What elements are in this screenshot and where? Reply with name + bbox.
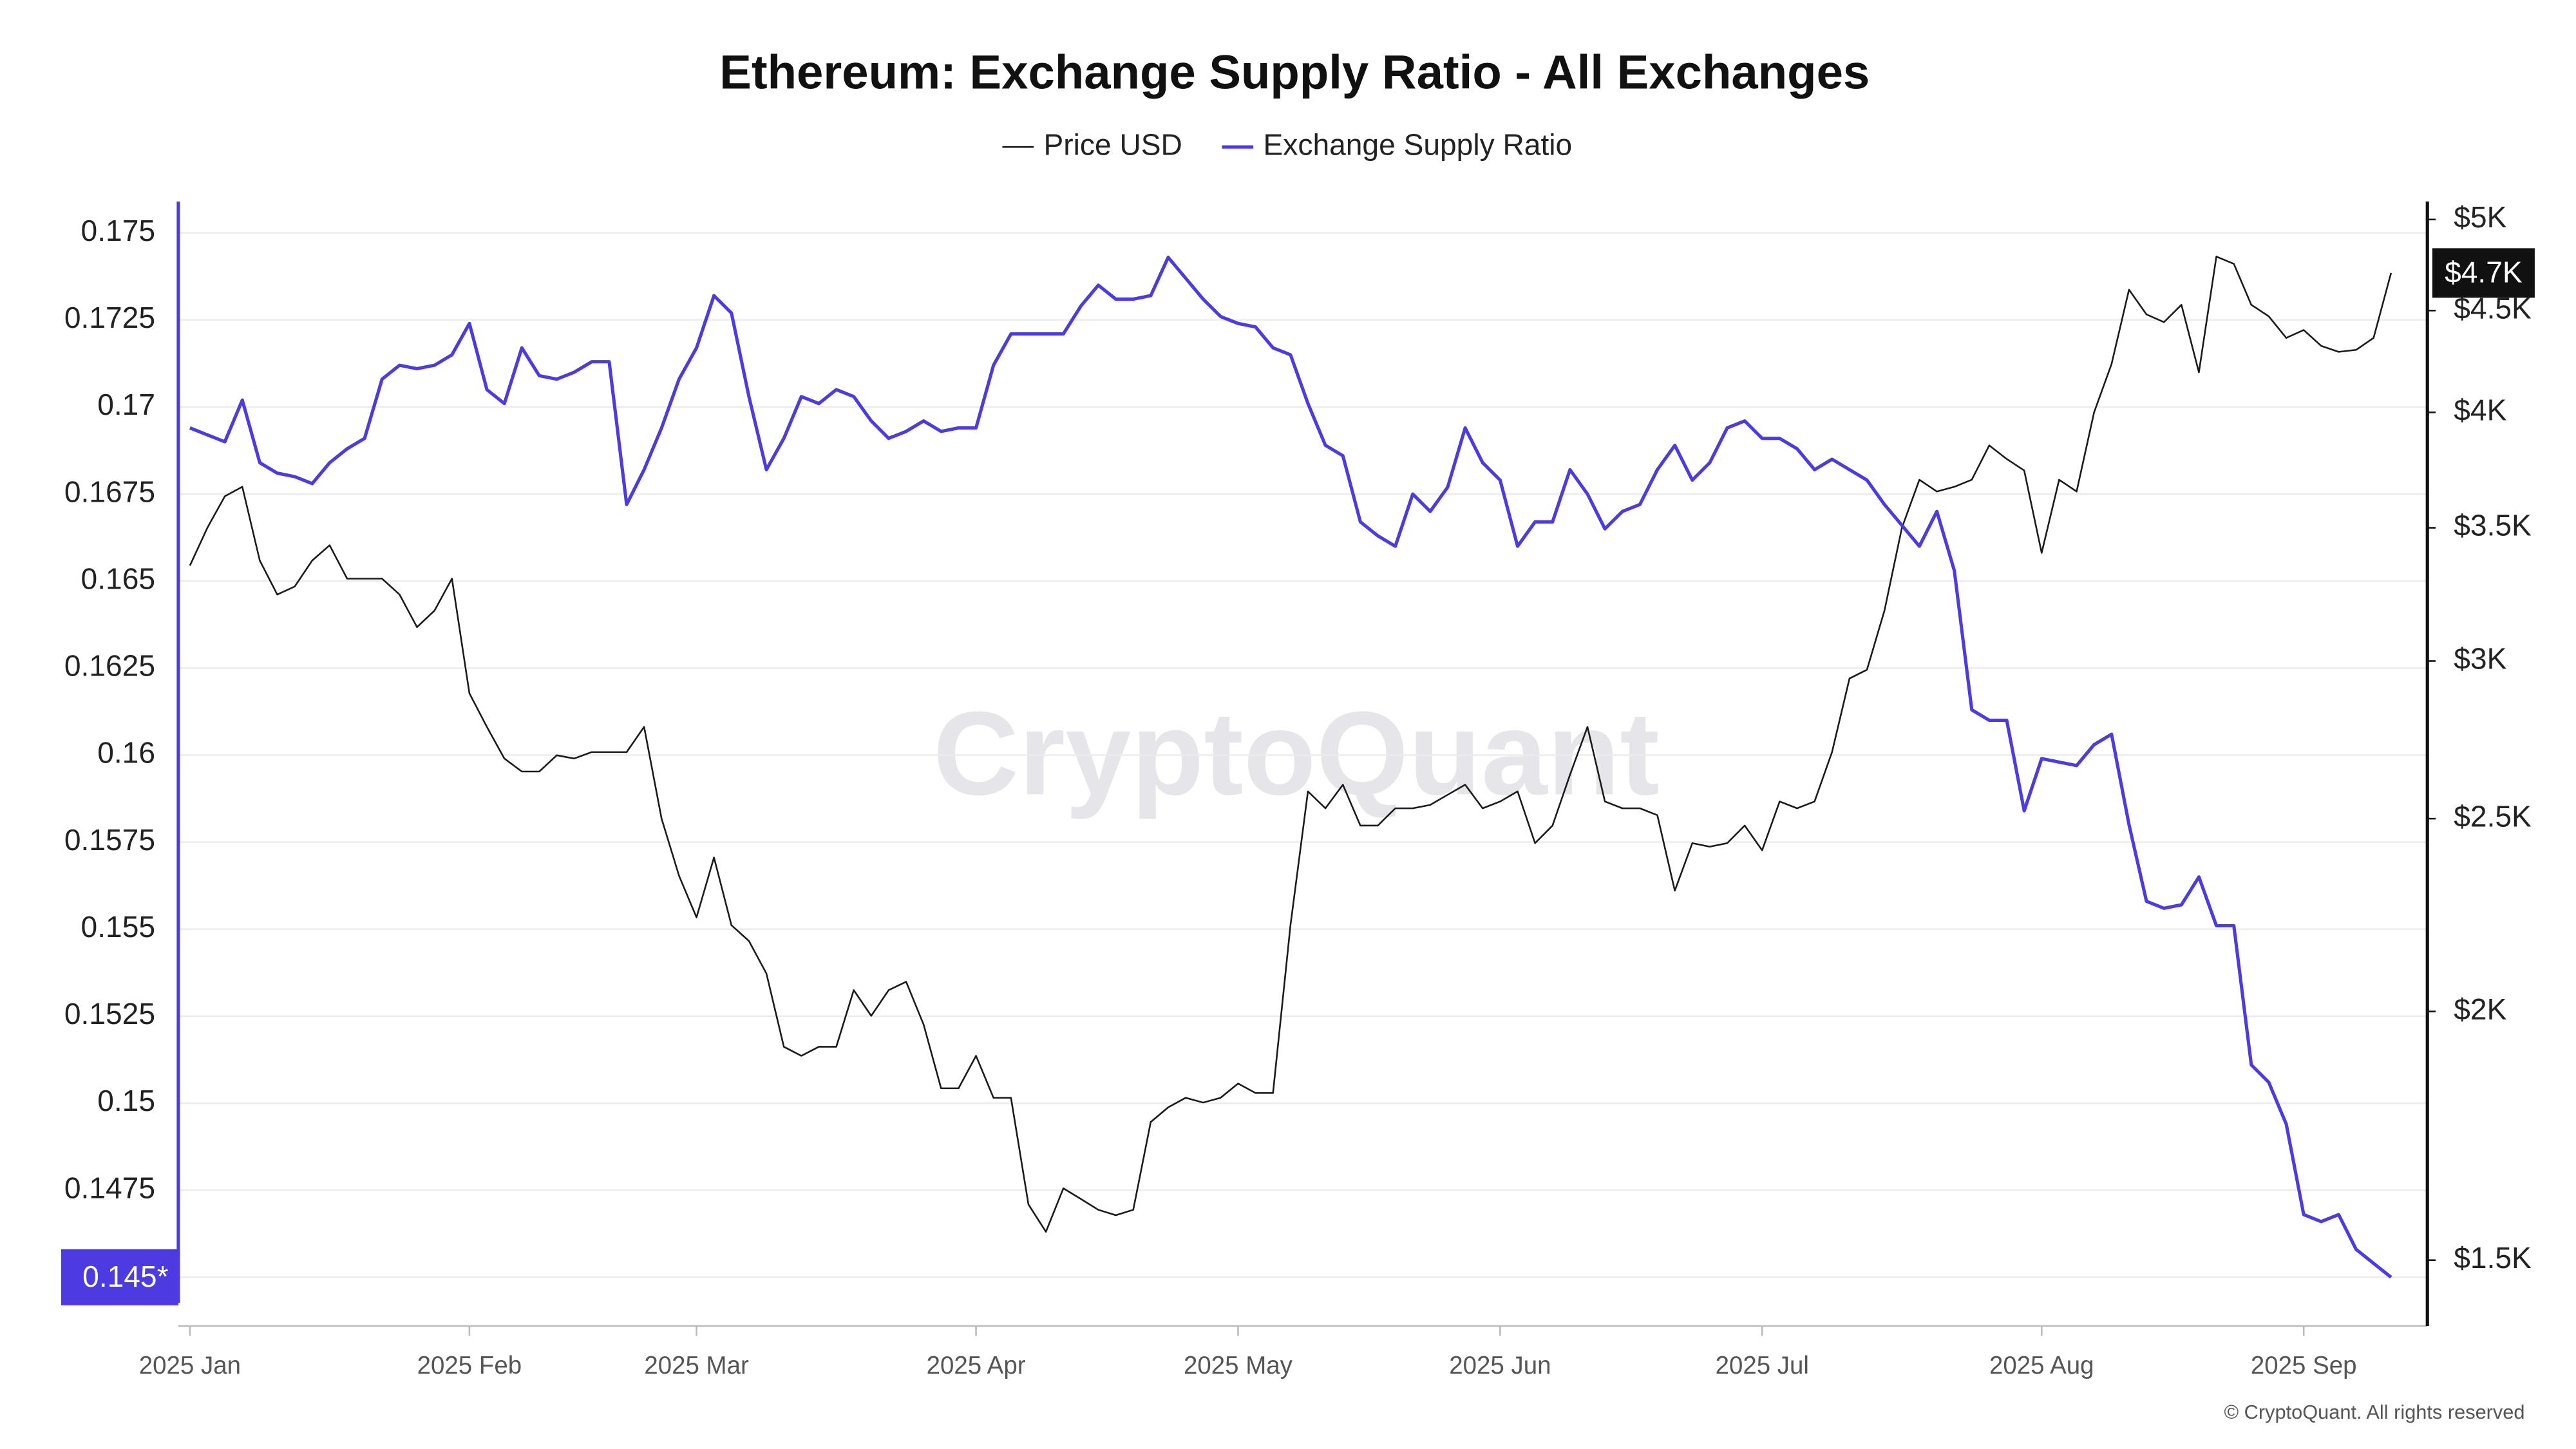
y2-tick-label: $3K (2454, 642, 2506, 676)
x-tick-label: 2025 Aug (1989, 1352, 2094, 1379)
legend-label: Price USD (1044, 128, 1182, 161)
x-tick-label: 2025 Sep (2251, 1352, 2357, 1379)
y-tick-label: 0.1575 (64, 823, 155, 857)
value-label: $4.7K (2445, 256, 2523, 289)
x-tick-label: 2025 Jun (1449, 1352, 1551, 1379)
y-tick-label: 0.165 (81, 562, 155, 595)
y-tick-label: 0.175 (81, 214, 155, 247)
y-tick-label: 0.15 (97, 1084, 155, 1117)
y2-tick-label: $3.5K (2454, 509, 2532, 542)
x-tick-label: 2025 May (1184, 1352, 1293, 1379)
x-tick-label: 2025 Jul (1716, 1352, 1809, 1379)
y2-tick-label: $2K (2454, 992, 2506, 1026)
y-tick-label: 0.1625 (64, 649, 155, 683)
y2-tick-label: $5K (2454, 200, 2506, 234)
value-label: 0.145* (82, 1260, 168, 1293)
y2-tick-label: $1.5K (2454, 1241, 2532, 1274)
y2-tick-label: $4K (2454, 393, 2506, 427)
x-tick-label: 2025 Feb (417, 1352, 522, 1379)
value-label-box (2432, 248, 2535, 298)
watermark: CryptoQuant (933, 687, 1660, 820)
legend-label: Exchange Supply Ratio (1264, 128, 1573, 161)
series-line (189, 256, 2392, 1233)
chart-title: Ethereum: Exchange Supply Ratio - All Ex… (719, 46, 1870, 99)
x-tick-label: 2025 Apr (927, 1352, 1026, 1379)
y-tick-label: 0.155 (81, 910, 155, 943)
series-line (189, 256, 2392, 1279)
y-tick-label: 0.16 (97, 736, 155, 770)
x-tick-label: 2025 Mar (644, 1352, 749, 1379)
y-tick-label: 0.1725 (64, 301, 155, 334)
copyright: © CryptoQuant. All rights reserved (2224, 1401, 2524, 1423)
y2-tick-label: $2.5K (2454, 799, 2532, 833)
y-tick-label: 0.1675 (64, 475, 155, 508)
y-tick-label: 0.1475 (64, 1171, 155, 1204)
y-tick-label: 0.1525 (64, 997, 155, 1030)
y-tick-label: 0.17 (97, 388, 155, 421)
value-label-box (61, 1249, 178, 1305)
x-tick-label: 2025 Jan (139, 1352, 241, 1379)
